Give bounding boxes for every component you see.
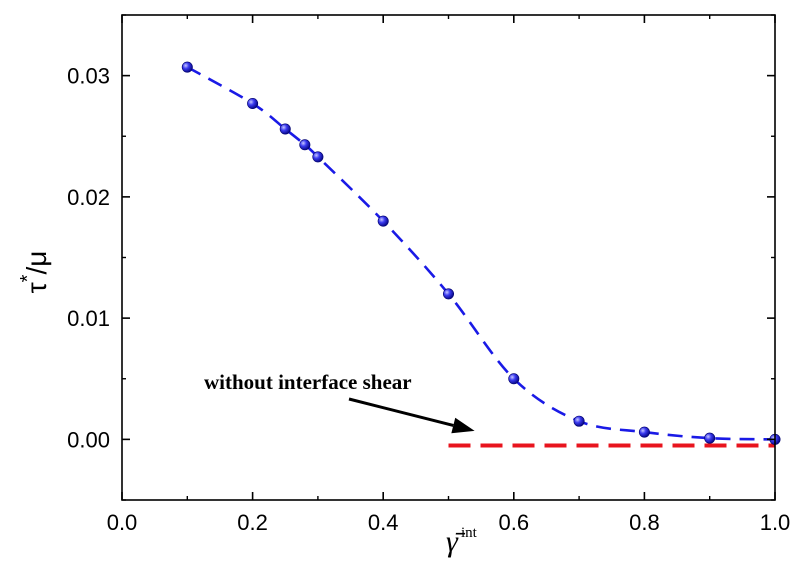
y-axis-label-suffix: /μ (21, 251, 52, 275)
y-tick-label: 0.01 (67, 306, 110, 331)
data-point (279, 123, 291, 135)
annotation-label: without interface shear (204, 370, 412, 394)
x-tick-label: 0.8 (629, 510, 660, 535)
plot-frame (121, 14, 776, 501)
data-point (377, 215, 389, 227)
y-axis-label-superscript: * (17, 274, 39, 282)
x-tick-label: 0.4 (368, 510, 399, 535)
data-point (312, 151, 324, 163)
y-axis-label: τ*/μ (17, 251, 52, 294)
x-axis-label-superscript: int (461, 525, 478, 541)
data-point (573, 415, 585, 427)
data-point (299, 139, 311, 151)
data-point (704, 432, 716, 444)
series-with-shear-points (181, 61, 781, 445)
y-axis-label-symbol: τ (21, 282, 52, 293)
tick-labels: 0.0 0.2 0.4 0.6 0.8 1.0 0.00 0.01 0.02 0.03 (67, 64, 790, 535)
annotation-arrow-head (451, 417, 475, 434)
data-point (442, 288, 454, 300)
x-axis-label: γ̄ int (446, 525, 478, 558)
annotation-arrow-line (348, 397, 454, 427)
plot-border (121, 14, 776, 501)
svg-text:τ*/μ: τ*/μ (17, 251, 52, 294)
axis-ticks (121, 14, 776, 501)
x-tick-label: 0.2 (237, 510, 268, 535)
y-tick-label: 0.00 (67, 427, 110, 452)
y-tick-label: 0.02 (67, 185, 110, 210)
data-point (638, 426, 650, 438)
data-point (247, 98, 259, 110)
x-tick-label: 0.0 (107, 510, 138, 535)
data-point (508, 373, 520, 385)
data-point (181, 61, 193, 73)
x-tick-label: 0.6 (499, 510, 530, 535)
x-tick-label: 1.0 (760, 510, 791, 535)
y-tick-label: 0.03 (67, 64, 110, 89)
